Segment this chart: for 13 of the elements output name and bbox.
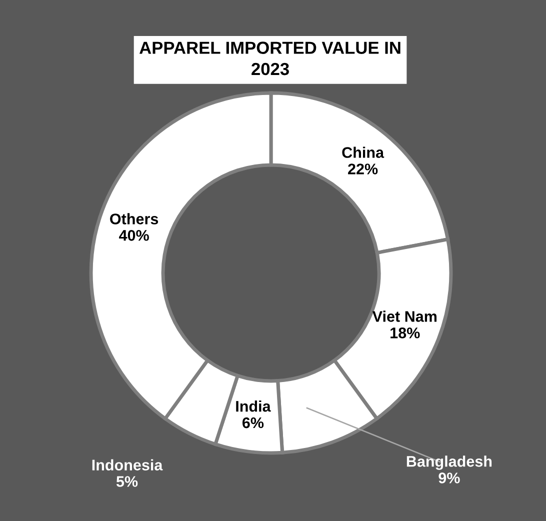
slice-label: Others	[110, 213, 158, 224]
slice-label: India	[236, 400, 271, 412]
data-label: 6%	[242, 417, 264, 428]
data-label: 22%	[348, 164, 378, 174]
slice-label: Bangladesh	[406, 456, 492, 470]
data-label: 9%	[438, 472, 460, 484]
slice-label: China	[342, 146, 384, 158]
data-label: 5%	[116, 476, 138, 487]
chart-title: APPAREL IMPORTED VALUE IN 2023	[140, 42, 400, 76]
slice-label: Viet Nam	[372, 310, 436, 322]
data-label: 40%	[119, 230, 149, 241]
slice-label: Indonesia	[92, 459, 163, 470]
data-label: 18%	[390, 328, 420, 338]
